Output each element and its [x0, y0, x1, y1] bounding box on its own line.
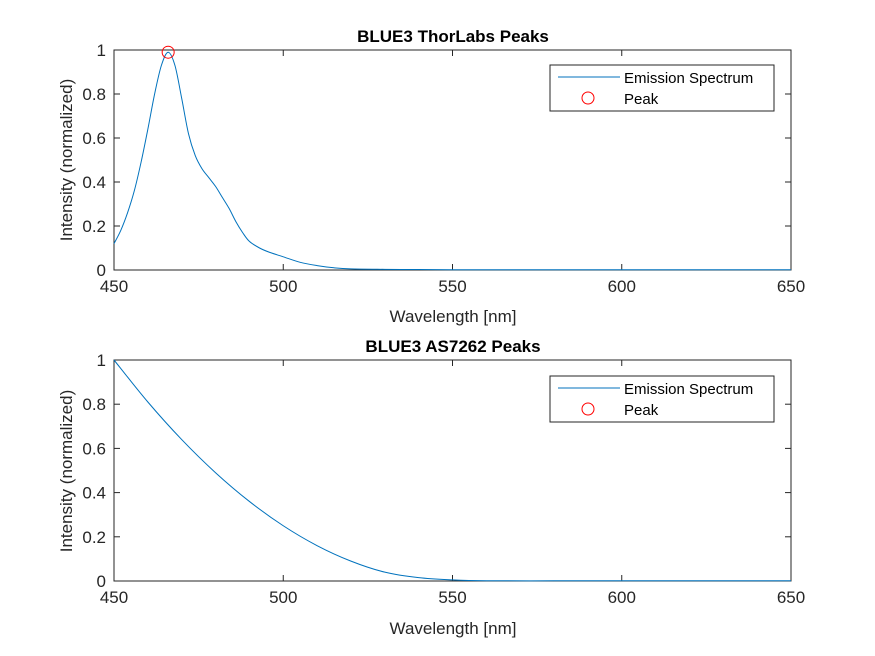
y-tick-label: 1: [97, 351, 106, 370]
legend: Emission Spectrum Peak: [549, 375, 775, 423]
y-axis-label: Intensity (normalized): [57, 390, 76, 553]
chart-title: BLUE3 AS7262 Peaks: [365, 337, 540, 356]
series-line-emission-spectrum: [113, 359, 791, 582]
x-tick-label: 450: [100, 588, 128, 607]
x-axis-label: Wavelength [nm]: [390, 307, 517, 326]
y-tick-label: 0: [97, 572, 106, 591]
x-tick-label: 550: [438, 277, 466, 296]
y-tick-label: 0.4: [82, 484, 106, 503]
x-tick-label: 450: [100, 277, 128, 296]
legend-entry-peak: Peak: [624, 402, 659, 419]
series-line-emission-spectrum: [113, 51, 791, 271]
y-tick-label: 0.2: [82, 217, 106, 236]
legend-entry-emission: Emission Spectrum: [624, 381, 753, 398]
x-axis-label: Wavelength [nm]: [390, 619, 517, 638]
legend-box: [549, 64, 775, 112]
y-tick-label: 0.6: [82, 129, 106, 148]
legend-peak-marker: [581, 402, 595, 416]
x-tick-label: 500: [269, 588, 297, 607]
y-tick-label: 0.6: [82, 439, 106, 458]
legend-peak-marker: [581, 91, 595, 105]
y-axis-label: Intensity (normalized): [57, 79, 76, 242]
x-tick-label: 600: [608, 277, 636, 296]
y-tick-label: 0.8: [82, 85, 106, 104]
y-tick-label: 0.8: [82, 395, 106, 414]
legend: Emission Spectrum Peak: [549, 64, 775, 112]
subplot-as7262: BLUE3 AS7262 Peaks Wavelength [nm] Inten…: [57, 337, 805, 638]
subplot-thorlabs: BLUE3 ThorLabs Peaks Wavelength [nm] Int…: [57, 27, 805, 326]
y-tick-label: 0.4: [82, 173, 106, 192]
y-tick-label: 1: [97, 41, 106, 60]
legend-entry-emission: Emission Spectrum: [624, 70, 753, 87]
y-tick-label: 0: [97, 261, 106, 280]
peak-marker: [161, 45, 175, 59]
x-tick-label: 650: [777, 588, 805, 607]
chart-title: BLUE3 ThorLabs Peaks: [357, 27, 549, 46]
x-tick-label: 500: [269, 277, 297, 296]
legend-box: [549, 375, 775, 423]
x-tick-label: 550: [438, 588, 466, 607]
y-tick-label: 0.2: [82, 528, 106, 547]
legend-entry-peak: Peak: [624, 91, 659, 108]
x-tick-label: 600: [608, 588, 636, 607]
x-tick-label: 650: [777, 277, 805, 296]
